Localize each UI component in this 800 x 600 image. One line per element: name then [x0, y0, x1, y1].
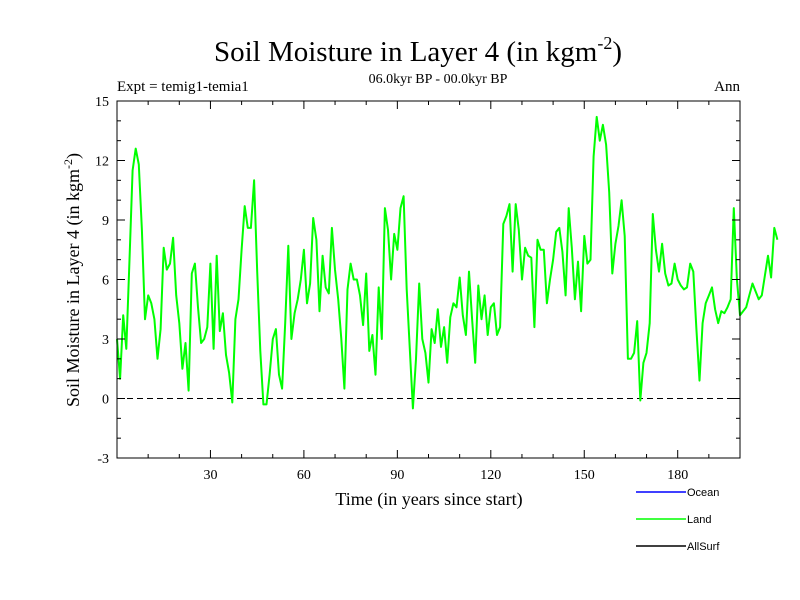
- x-axis-label: Time (in years since start): [335, 489, 522, 510]
- y-tick-label: 3: [102, 333, 109, 348]
- y-axis-label: Soil Moisture in Layer 4 (in kgm-2): [61, 153, 84, 407]
- x-tick-label: 60: [297, 468, 311, 483]
- plot-frame: [116, 100, 741, 459]
- x-tick-label: 150: [574, 468, 595, 483]
- chart-subtitle: 06.0kyr BP - 00.0kyr BP: [369, 72, 508, 87]
- axis-ticks: -3 0 3 6 9 12 15 30 60 90 120 150 180: [95, 95, 741, 483]
- x-tick-label: 30: [203, 468, 217, 483]
- x-tick-label: 90: [390, 468, 404, 483]
- y-tick-label: 15: [95, 95, 109, 110]
- legend-label-allsurf: AllSurf: [687, 541, 720, 553]
- y-tick-label: -3: [97, 452, 109, 467]
- legend-label-ocean: Ocean: [687, 487, 719, 499]
- y-tick-label: 12: [95, 155, 109, 170]
- season-label: Ann: [714, 79, 740, 95]
- chart-title: Soil Moisture in Layer 4 (in kgm-2): [214, 33, 622, 68]
- legend-label-land: Land: [687, 514, 711, 526]
- y-tick-label: 0: [102, 393, 109, 408]
- y-tick-label: 6: [102, 274, 109, 289]
- series-line-land: [116, 115, 779, 410]
- x-tick-label: 120: [480, 468, 501, 483]
- y-tick-label: 9: [102, 214, 109, 229]
- x-tick-label: 180: [667, 468, 688, 483]
- experiment-label: Expt = temig1-temia1: [117, 79, 249, 95]
- legend: Ocean Land AllSurf: [636, 487, 720, 553]
